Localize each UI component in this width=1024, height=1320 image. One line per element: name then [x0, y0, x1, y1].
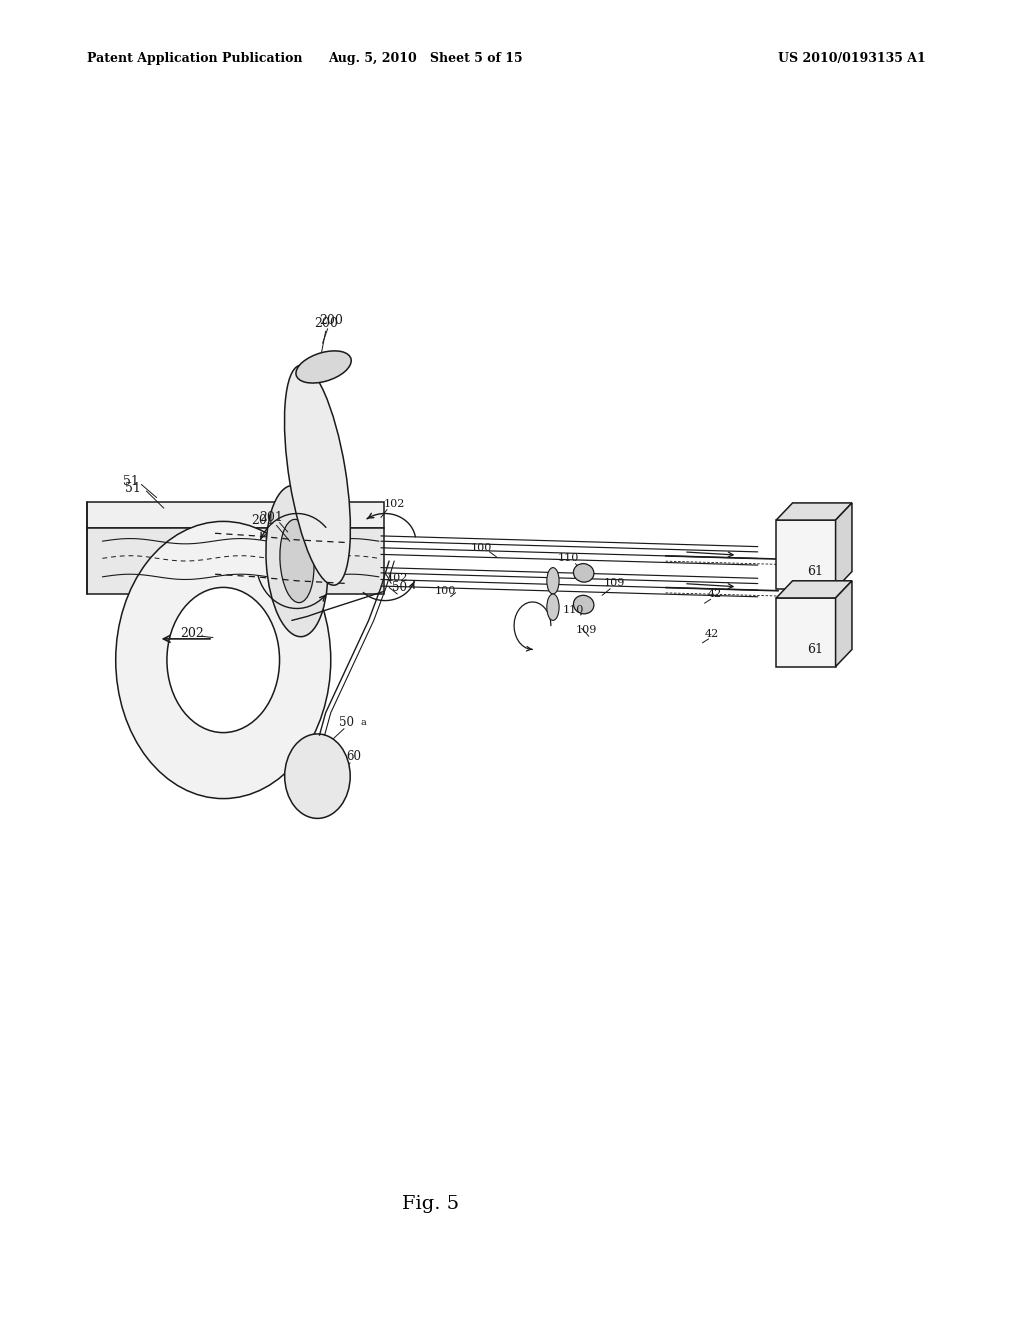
Text: 200: 200 [313, 317, 338, 330]
Polygon shape [776, 503, 852, 520]
Text: a: a [360, 718, 367, 726]
Text: 50: 50 [392, 581, 407, 594]
Polygon shape [87, 528, 384, 594]
Text: 100: 100 [471, 543, 492, 553]
Polygon shape [776, 581, 852, 598]
Text: 61: 61 [807, 565, 823, 578]
Ellipse shape [573, 595, 594, 614]
Text: 51: 51 [125, 482, 141, 495]
Text: Aug. 5, 2010   Sheet 5 of 15: Aug. 5, 2010 Sheet 5 of 15 [328, 51, 522, 65]
Ellipse shape [547, 568, 559, 594]
Polygon shape [836, 581, 852, 667]
Text: 42: 42 [708, 589, 722, 599]
Text: 110: 110 [563, 605, 584, 615]
Text: 102: 102 [387, 573, 408, 583]
Text: 201: 201 [259, 511, 284, 524]
Ellipse shape [266, 486, 328, 636]
Polygon shape [87, 502, 384, 528]
Text: 61: 61 [807, 643, 823, 656]
Text: 60: 60 [346, 750, 360, 763]
Ellipse shape [285, 366, 350, 585]
Ellipse shape [167, 587, 280, 733]
Text: Patent Application Publication: Patent Application Publication [87, 51, 302, 65]
Ellipse shape [573, 564, 594, 582]
Polygon shape [836, 503, 852, 589]
Text: 102: 102 [384, 499, 404, 510]
Text: Fig. 5: Fig. 5 [401, 1195, 459, 1213]
Text: 42: 42 [705, 628, 719, 639]
Text: 201: 201 [251, 513, 275, 527]
Text: 110: 110 [558, 553, 579, 564]
Polygon shape [776, 520, 836, 589]
Text: 109: 109 [604, 578, 625, 589]
Ellipse shape [280, 519, 314, 603]
Text: 51: 51 [123, 475, 139, 488]
Polygon shape [776, 598, 836, 667]
Text: 200: 200 [318, 314, 343, 327]
Text: 202: 202 [180, 627, 205, 640]
Ellipse shape [296, 351, 351, 383]
Text: 50: 50 [339, 715, 353, 729]
Text: US 2010/0193135 A1: US 2010/0193135 A1 [778, 51, 926, 65]
Ellipse shape [547, 594, 559, 620]
Text: 100: 100 [435, 586, 456, 597]
Ellipse shape [285, 734, 350, 818]
Text: 109: 109 [577, 624, 597, 635]
Ellipse shape [116, 521, 331, 799]
